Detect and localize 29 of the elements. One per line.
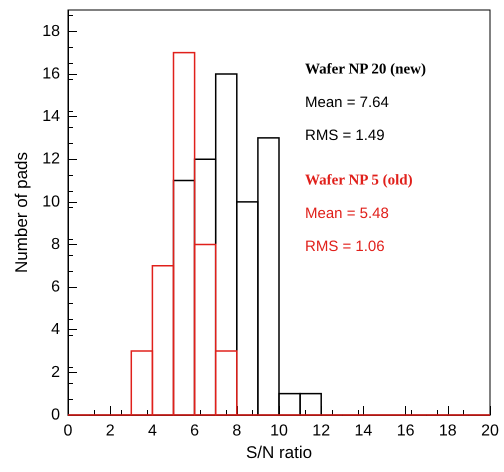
- y-tick-label: 4: [51, 321, 60, 338]
- x-axis-title: S/N ratio: [246, 442, 312, 462]
- x-tick-label: 20: [481, 422, 499, 440]
- x-tick-label: 2: [106, 422, 115, 440]
- y-tick-label: 6: [51, 278, 60, 296]
- y-tick-label: 2: [51, 364, 60, 381]
- x-tick-label: 16: [396, 422, 415, 440]
- text: Wafer NP 5 (old): [305, 172, 413, 188]
- y-tick-label: 18: [42, 22, 60, 40]
- x-tick-label: 4: [148, 422, 157, 440]
- x-tick-label: 14: [354, 422, 372, 440]
- annotation: RMS = 1.06: [305, 238, 385, 255]
- y-tick-label: 12: [42, 150, 60, 168]
- y-tick-label: 16: [42, 65, 60, 82]
- annotation: Mean = 7.64: [305, 94, 389, 111]
- y-tick-label: 8: [51, 236, 60, 253]
- y-tick-label: 10: [42, 193, 60, 210]
- x-tick-label: 8: [232, 422, 242, 440]
- x-tick-label: 0: [64, 422, 73, 440]
- x-tick-label: 6: [190, 422, 200, 440]
- x-tick-label: 10: [270, 422, 288, 440]
- annotation: RMS = 1.49: [305, 127, 385, 144]
- y-axis-title: Number of pads: [12, 152, 31, 273]
- x-tick-label: 18: [438, 422, 457, 440]
- text: Wafer NP 20 (new): [305, 62, 426, 78]
- x-tick-label: 12: [312, 422, 330, 440]
- y-tick-label: 14: [42, 108, 60, 126]
- annotation: Mean = 5.48: [305, 205, 389, 222]
- y-tick-label: 0: [51, 406, 60, 424]
